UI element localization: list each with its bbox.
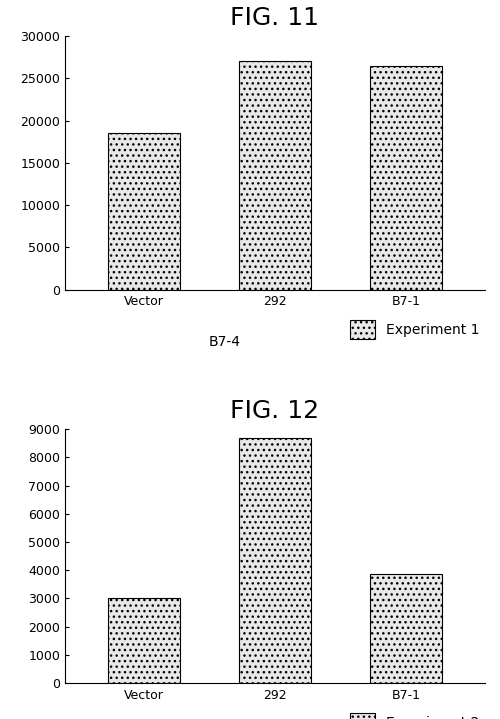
Bar	[370, 65, 442, 290]
Legend: Experiment 1: Experiment 1	[343, 313, 486, 347]
Bar	[108, 133, 180, 290]
Title: FIG. 11: FIG. 11	[230, 6, 320, 30]
Title: FIG. 12: FIG. 12	[230, 399, 320, 423]
Text: B7-4: B7-4	[208, 335, 240, 349]
Bar	[108, 598, 180, 683]
Bar	[239, 61, 311, 290]
Bar	[239, 438, 311, 683]
Bar	[370, 574, 442, 683]
Legend: Experiment 2: Experiment 2	[343, 706, 486, 719]
